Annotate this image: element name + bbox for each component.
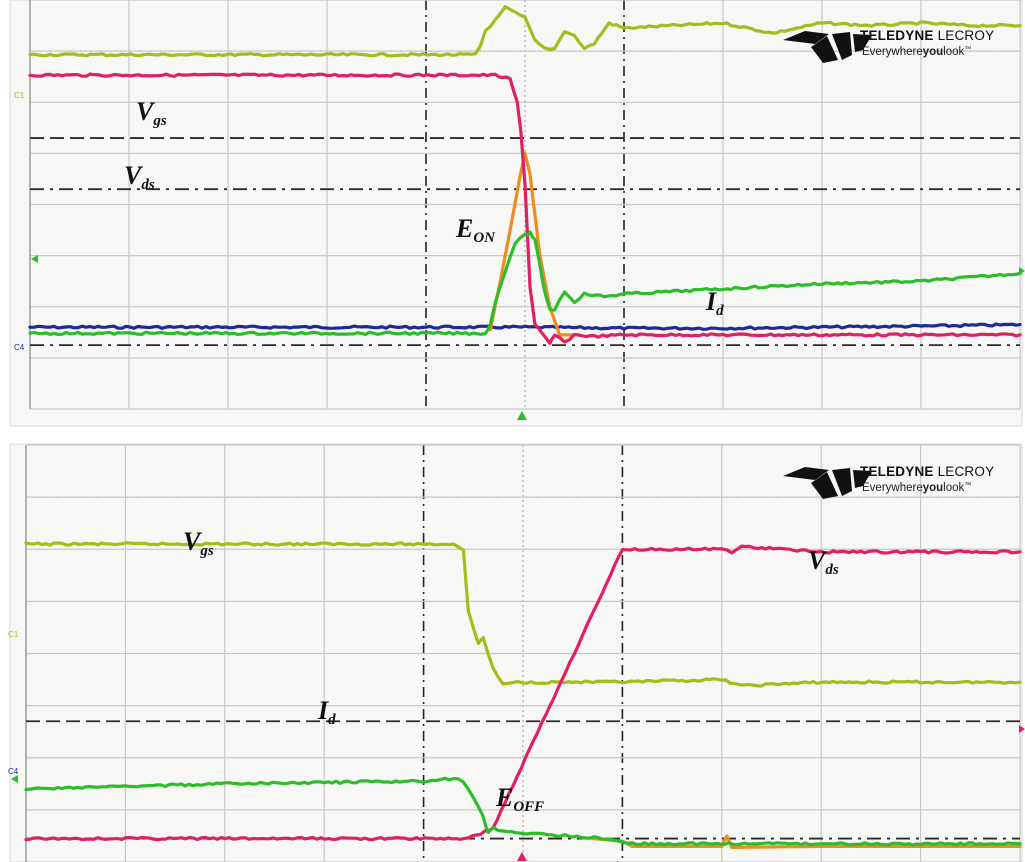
eoff-annotation: EOFF xyxy=(495,783,544,815)
trigger-position-marker xyxy=(517,852,527,861)
vds-annotation: Vds xyxy=(808,546,839,578)
turn-off-waveform-chart: Vgs Vds Id EOFF C1 C4 TELEDYNE LECROY Ev… xyxy=(0,431,1025,862)
channel4-trace xyxy=(28,322,1022,331)
turn-on-waveform-chart: Vgs Vds EON Id C1 C4 TELEDYNE LECROY Eve… xyxy=(9,0,1025,427)
channel-4-label: C4 xyxy=(8,767,19,776)
trigger-level-right-marker xyxy=(1019,725,1025,733)
vds-trace xyxy=(28,72,1022,345)
id-annotation: Id xyxy=(317,696,336,728)
traces xyxy=(28,5,1022,345)
teledyne-lecroy-logo: TELEDYNE LECROY Everywhereyoulook™ xyxy=(783,28,994,63)
id-trace xyxy=(24,776,1022,847)
trigger-position-marker xyxy=(517,411,527,420)
channel-1-label: C1 xyxy=(14,91,25,100)
screen-background xyxy=(9,0,1023,427)
channel-markers: C1 C4 xyxy=(14,91,1025,420)
trigger-level-left-marker xyxy=(11,775,18,783)
vds-annotation: Vds xyxy=(124,161,155,193)
brand-name: TELEDYNE LECROY xyxy=(860,464,994,479)
teledyne-logo-mark xyxy=(783,31,872,63)
channel-markers: C1 C4 xyxy=(8,630,1025,861)
channel-1-label: C1 xyxy=(8,630,19,639)
brand-tagline: Everywhereyoulook™ xyxy=(862,482,971,494)
oscilloscope-turn-off: Vgs Vds Id EOFF C1 C4 TELEDYNE LECROY Ev… xyxy=(0,431,1025,862)
traces xyxy=(24,541,1022,849)
trigger-level-left-marker xyxy=(31,255,38,263)
vds-trace xyxy=(24,544,1022,842)
oscilloscope-turn-on: Vgs Vds EON Id C1 C4 TELEDYNE LECROY Eve… xyxy=(9,0,1025,427)
trigger-level-right-marker xyxy=(1019,267,1025,275)
vgs-annotation: Vgs xyxy=(183,527,214,559)
id-trace xyxy=(28,230,1022,336)
vgs-trace xyxy=(24,541,1022,688)
energy-trace xyxy=(590,834,1022,849)
brand-name: TELEDYNE LECROY xyxy=(860,28,994,43)
teledyne-logo-mark xyxy=(783,467,872,499)
annotations: Vgs Vds EON Id xyxy=(124,97,724,319)
annotations: Vgs Vds Id EOFF xyxy=(183,527,839,815)
energy-trace xyxy=(488,151,577,337)
vgs-trace xyxy=(28,5,1022,58)
eon-annotation: EON xyxy=(455,214,496,246)
vgs-annotation: Vgs xyxy=(136,97,167,129)
channel-4-label: C4 xyxy=(14,343,25,352)
brand-tagline: Everywhereyoulook™ xyxy=(862,46,971,58)
teledyne-lecroy-logo: TELEDYNE LECROY Everywhereyoulook™ xyxy=(783,464,994,499)
id-annotation: Id xyxy=(705,287,724,319)
